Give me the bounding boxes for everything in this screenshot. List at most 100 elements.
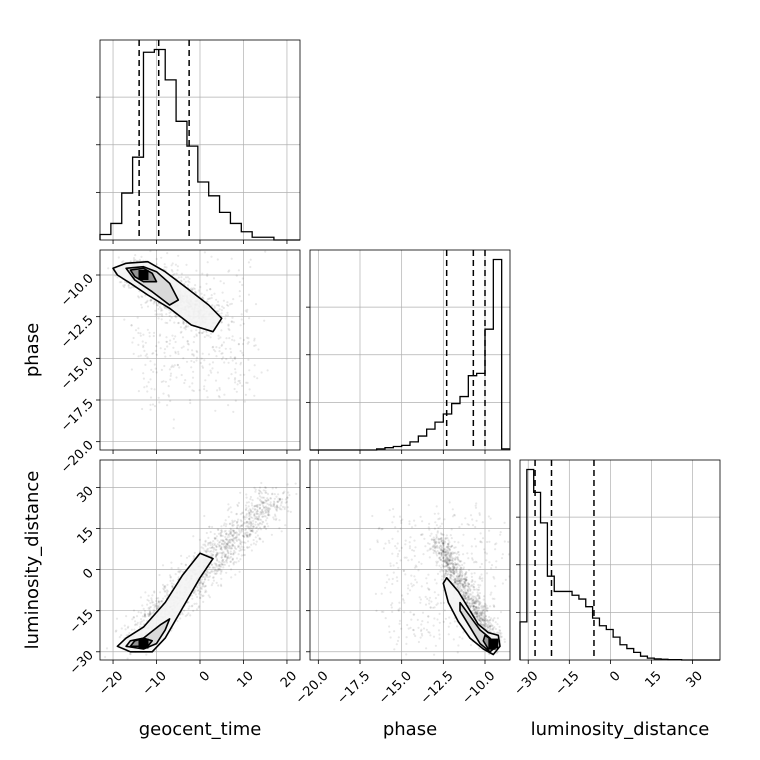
joint-phase-geocent-time-sample-point (153, 363, 156, 366)
joint-luminosity-distance-geocent-time-sample-point (240, 554, 243, 557)
joint-luminosity-distance-phase-sample-point (444, 541, 447, 544)
joint-luminosity-distance-geocent-time-sample-point (205, 550, 208, 553)
joint-phase-geocent-time-sample-point (239, 381, 242, 385)
joint-luminosity-distance-phase-sample-point (441, 575, 444, 578)
joint-luminosity-distance-phase-sample-point (493, 626, 496, 629)
joint-luminosity-distance-geocent-time-sample-point (154, 604, 157, 607)
joint-luminosity-distance-geocent-time-sample-point (254, 490, 257, 493)
joint-luminosity-distance-phase-sample-point (391, 537, 394, 540)
joint-phase-geocent-time-sample-point (198, 331, 201, 334)
joint-luminosity-distance-phase-sample-point (429, 606, 432, 609)
joint-luminosity-distance-geocent-time-sample-point (231, 529, 234, 532)
joint-luminosity-distance-geocent-time-sample-point (249, 522, 252, 525)
joint-luminosity-distance-geocent-time-sample-point (277, 500, 280, 503)
joint-luminosity-distance-geocent-time-sample-point (234, 551, 237, 554)
joint-phase-geocent-time-sample-point (146, 299, 149, 302)
joint-luminosity-distance-phase-sample-point (437, 537, 440, 540)
joint-phase-geocent-time-sample-point (160, 313, 163, 316)
joint-luminosity-distance-phase-sample-point (448, 501, 451, 504)
joint-luminosity-distance-geocent-time-sample-point (221, 554, 224, 557)
joint-luminosity-distance-geocent-time-sample-point (212, 566, 215, 569)
joint-luminosity-distance-geocent-time-sample-point (214, 556, 217, 559)
joint-luminosity-distance-geocent-time-sample-point (232, 540, 235, 543)
joint-luminosity-distance-geocent-time-sample-point (248, 546, 251, 549)
joint-phase-geocent-time-sample-point (207, 353, 211, 356)
joint-luminosity-distance-geocent-time-sample-point (215, 535, 218, 538)
joint-luminosity-distance-geocent-time-sample-point (224, 547, 227, 550)
joint-luminosity-distance-geocent-time-sample-point (244, 529, 247, 532)
joint-phase-geocent-time-sample-point (160, 368, 163, 371)
joint-luminosity-distance-phase-sample-point (384, 542, 387, 545)
joint-luminosity-distance-geocent-time-sample-point (265, 491, 268, 494)
joint-luminosity-distance-geocent-time-sample-point (243, 532, 246, 535)
joint-luminosity-distance-phase-sample-point (487, 515, 490, 518)
joint-luminosity-distance-phase-sample-point (448, 541, 451, 544)
joint-luminosity-distance-phase-sample-point (433, 578, 437, 581)
joint-phase-geocent-time-sample-point (209, 288, 212, 291)
joint-luminosity-distance-geocent-time-sample-point (231, 538, 234, 541)
joint-luminosity-distance-phase-x-tick-label: −12.5 (418, 669, 457, 708)
joint-phase-geocent-time-sample-point (159, 333, 162, 336)
joint-luminosity-distance-phase-sample-point (432, 635, 436, 638)
joint-luminosity-distance-geocent-time-sample-point (260, 500, 263, 504)
joint-luminosity-distance-phase-sample-point (397, 608, 400, 611)
joint-luminosity-distance-geocent-time-sample-point (209, 530, 212, 534)
joint-luminosity-distance-phase-sample-point (450, 555, 453, 558)
joint-luminosity-distance-phase-sample-point (449, 622, 452, 625)
joint-luminosity-distance-phase-sample-point (462, 566, 465, 569)
joint-phase-geocent-time-sample-point (182, 357, 185, 360)
joint-luminosity-distance-phase-sample-point (481, 521, 484, 524)
joint-phase-geocent-time-sample-point (150, 299, 153, 302)
joint-phase-geocent-time-sample-point (233, 356, 236, 359)
joint-phase-geocent-time-sample-point (188, 385, 191, 388)
joint-luminosity-distance-geocent-time-sample-point (239, 539, 242, 543)
joint-luminosity-distance-phase-sample-point (471, 518, 474, 521)
joint-luminosity-distance-geocent-time-sample-point (248, 515, 251, 518)
joint-luminosity-distance-geocent-time-sample-point (247, 509, 250, 512)
joint-luminosity-distance-geocent-time-sample-point (201, 582, 204, 585)
joint-luminosity-distance-geocent-time-sample-point (231, 543, 234, 546)
joint-luminosity-distance-geocent-time-sample-point (263, 515, 266, 518)
joint-luminosity-distance-geocent-time-sample-point (248, 518, 251, 521)
joint-luminosity-distance-geocent-time-sample-point (217, 552, 220, 555)
joint-luminosity-distance-geocent-time-sample-point (256, 497, 259, 500)
joint-luminosity-distance-phase-sample-point (399, 559, 402, 562)
joint-phase-geocent-time-sample-point (244, 309, 247, 312)
joint-luminosity-distance-geocent-time-sample-point (233, 519, 236, 522)
joint-luminosity-distance-geocent-time-sample-point (243, 553, 246, 557)
joint-luminosity-distance-geocent-time-sample-point (220, 556, 223, 559)
joint-luminosity-distance-phase-sample-point (403, 601, 406, 604)
joint-luminosity-distance-geocent-time-sample-point (286, 496, 289, 499)
joint-luminosity-distance-geocent-time-sample-point (178, 570, 181, 573)
joint-luminosity-distance-geocent-time-sample-point (226, 550, 229, 553)
joint-luminosity-distance-geocent-time-sample-point (226, 549, 229, 553)
joint-luminosity-distance-phase-sample-point (499, 533, 502, 536)
joint-phase-geocent-time-y-tick-label: −20.0 (58, 438, 97, 477)
joint-luminosity-distance-geocent-time-sample-point (125, 615, 128, 618)
joint-luminosity-distance-phase-sample-point (406, 592, 409, 595)
joint-luminosity-distance-geocent-time-sample-point (232, 562, 235, 565)
joint-phase-geocent-time-sample-point (177, 254, 180, 257)
joint-phase-geocent-time-sample-point (193, 335, 196, 338)
joint-luminosity-distance-phase-sample-point (449, 534, 452, 537)
joint-luminosity-distance-phase-sample-point (470, 575, 473, 579)
joint-luminosity-distance-phase-sample-point (401, 518, 404, 521)
joint-luminosity-distance-phase-sample-point (474, 595, 477, 598)
joint-luminosity-distance-geocent-time-sample-point (197, 589, 200, 592)
joint-luminosity-distance-geocent-time-sample-point (267, 513, 270, 517)
joint-phase-geocent-time-sample-point (159, 347, 162, 350)
joint-phase-geocent-time-sample-point (240, 299, 243, 303)
joint-luminosity-distance-phase-sample-point (419, 598, 422, 601)
joint-phase-geocent-time-sample-point (213, 306, 216, 309)
joint-luminosity-distance-geocent-time-sample-point (215, 563, 218, 566)
joint-luminosity-distance-geocent-time-sample-point (212, 546, 216, 550)
joint-luminosity-distance-phase-sample-point (466, 590, 469, 593)
joint-phase-geocent-time-sample-point (199, 361, 202, 365)
joint-luminosity-distance-geocent-time-sample-point (260, 509, 264, 512)
joint-phase-geocent-time-sample-point (182, 321, 185, 324)
joint-phase-geocent-time-sample-point (123, 280, 127, 284)
joint-luminosity-distance-phase-sample-point (444, 537, 447, 540)
joint-phase-geocent-time-sample-point (216, 310, 219, 313)
joint-phase-geocent-time-sample-point (171, 262, 174, 265)
